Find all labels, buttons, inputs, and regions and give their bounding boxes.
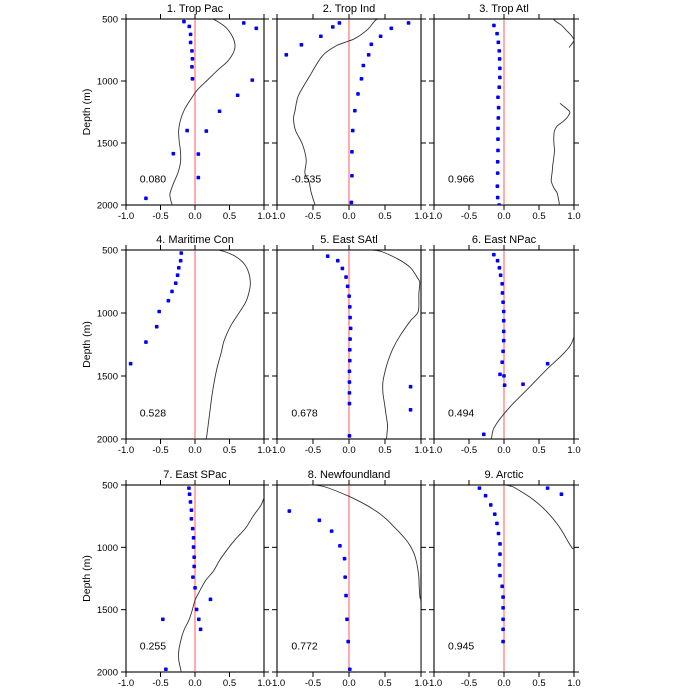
svg-text:Depth (m): Depth (m) xyxy=(81,89,93,136)
svg-text:0.772: 0.772 xyxy=(291,641,317,653)
svg-text:-1.0: -1.0 xyxy=(118,678,134,689)
svg-text:0.0: 0.0 xyxy=(188,211,201,222)
svg-text:1000: 1000 xyxy=(97,543,118,554)
svg-text:-0.5: -0.5 xyxy=(461,445,477,456)
svg-text:-1.0: -1.0 xyxy=(269,678,285,689)
svg-text:-1.0: -1.0 xyxy=(426,678,442,689)
svg-text:-0.535: -0.535 xyxy=(291,174,321,186)
svg-text:1.0: 1.0 xyxy=(567,445,580,456)
svg-text:1000: 1000 xyxy=(97,309,118,320)
svg-text:0.0: 0.0 xyxy=(497,211,510,222)
svg-text:500: 500 xyxy=(102,481,118,492)
svg-text:-0.5: -0.5 xyxy=(461,678,477,689)
svg-text:0.945: 0.945 xyxy=(448,641,474,653)
svg-text:0.0: 0.0 xyxy=(497,678,510,689)
svg-text:0.966: 0.966 xyxy=(448,174,474,186)
svg-text:0.0: 0.0 xyxy=(188,445,201,456)
svg-text:0.528: 0.528 xyxy=(140,407,166,419)
svg-text:500: 500 xyxy=(102,15,118,26)
svg-text:0.5: 0.5 xyxy=(532,211,545,222)
svg-text:0.0: 0.0 xyxy=(497,445,510,456)
svg-text:0.5: 0.5 xyxy=(223,678,236,689)
svg-text:-0.5: -0.5 xyxy=(152,211,168,222)
svg-text:2000: 2000 xyxy=(97,201,118,212)
svg-text:5. East SAtl: 5. East SAtl xyxy=(320,234,377,246)
svg-text:-1.0: -1.0 xyxy=(269,211,285,222)
svg-text:0.0: 0.0 xyxy=(188,678,201,689)
svg-text:-1.0: -1.0 xyxy=(269,445,285,456)
svg-text:0.080: 0.080 xyxy=(140,174,166,186)
svg-text:0.5: 0.5 xyxy=(378,445,391,456)
svg-text:-1.0: -1.0 xyxy=(426,211,442,222)
svg-text:1. Trop Pac: 1. Trop Pac xyxy=(167,3,224,15)
svg-text:3. Trop Atl: 3. Trop Atl xyxy=(479,3,529,15)
svg-text:1.0: 1.0 xyxy=(567,211,580,222)
svg-text:6. East NPac: 6. East NPac xyxy=(472,234,537,246)
svg-text:0.255: 0.255 xyxy=(140,641,166,653)
svg-text:0.5: 0.5 xyxy=(223,211,236,222)
svg-text:0.5: 0.5 xyxy=(532,678,545,689)
svg-text:1000: 1000 xyxy=(97,77,118,88)
svg-text:-0.5: -0.5 xyxy=(305,445,321,456)
svg-text:Depth (m): Depth (m) xyxy=(81,321,93,368)
svg-text:2000: 2000 xyxy=(97,435,118,446)
svg-text:0.5: 0.5 xyxy=(532,445,545,456)
svg-text:Depth (m): Depth (m) xyxy=(81,555,93,602)
svg-text:4. Maritime Con: 4. Maritime Con xyxy=(156,234,234,246)
svg-text:0.0: 0.0 xyxy=(342,445,355,456)
svg-text:0.5: 0.5 xyxy=(378,678,391,689)
svg-text:1500: 1500 xyxy=(97,139,118,150)
svg-text:-0.5: -0.5 xyxy=(152,678,168,689)
svg-text:0.5: 0.5 xyxy=(378,211,391,222)
svg-text:0.0: 0.0 xyxy=(342,678,355,689)
svg-text:0.494: 0.494 xyxy=(448,407,474,419)
svg-text:0.5: 0.5 xyxy=(223,445,236,456)
svg-text:-1.0: -1.0 xyxy=(118,445,134,456)
svg-text:2000: 2000 xyxy=(97,668,118,679)
svg-text:-1.0: -1.0 xyxy=(426,445,442,456)
svg-text:1.0: 1.0 xyxy=(567,678,580,689)
svg-text:7. East SPac: 7. East SPac xyxy=(163,469,227,481)
svg-text:500: 500 xyxy=(102,246,118,257)
svg-text:0.678: 0.678 xyxy=(291,407,317,419)
svg-text:-0.5: -0.5 xyxy=(461,211,477,222)
svg-text:1500: 1500 xyxy=(97,605,118,616)
svg-text:8. Newfoundland: 8. Newfoundland xyxy=(308,469,391,481)
svg-text:0.0: 0.0 xyxy=(342,211,355,222)
svg-text:-0.5: -0.5 xyxy=(152,445,168,456)
svg-text:2. Trop Ind: 2. Trop Ind xyxy=(323,3,376,15)
svg-text:-0.5: -0.5 xyxy=(305,678,321,689)
svg-text:-0.5: -0.5 xyxy=(305,211,321,222)
svg-text:9. Arctic: 9. Arctic xyxy=(484,469,524,481)
svg-text:1500: 1500 xyxy=(97,372,118,383)
svg-text:-1.0: -1.0 xyxy=(118,211,134,222)
